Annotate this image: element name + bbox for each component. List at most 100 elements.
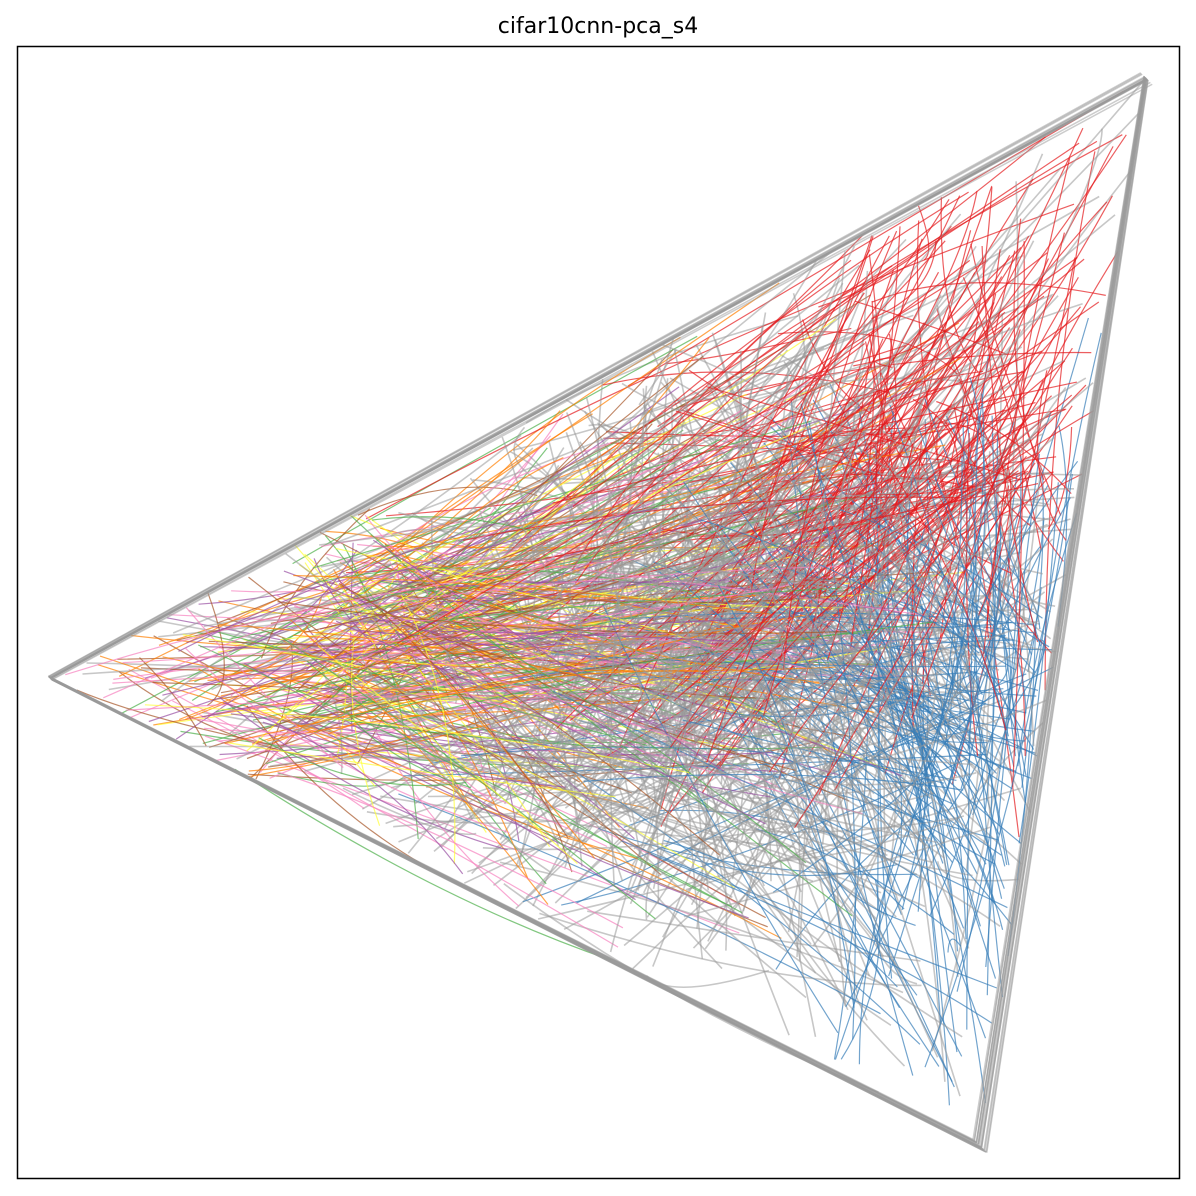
trajectory-line (513, 426, 541, 483)
trajectory-line (664, 461, 966, 602)
trajectory-line (529, 338, 675, 739)
trajectory-line (813, 354, 955, 567)
trajectory-line (722, 639, 778, 655)
trajectory-line (641, 385, 690, 772)
trajectory-line (509, 450, 575, 525)
trajectory-line (782, 230, 898, 671)
trajectory-line (619, 664, 684, 713)
trajectory-line (905, 201, 1108, 483)
trajectory-line (332, 282, 780, 595)
trajectory-line (656, 522, 683, 775)
trajectory-line (965, 432, 979, 757)
trajectory-line (479, 512, 624, 882)
trajectory-line (400, 621, 758, 699)
trajectory-line (186, 507, 658, 644)
trajectory-edge-line (51, 83, 1153, 681)
trajectory-line (657, 452, 939, 1058)
trajectory-line (352, 629, 618, 640)
trajectory-line (827, 300, 875, 661)
trajectory-line (981, 245, 1039, 643)
trajectory-line (1012, 241, 1025, 787)
trajectory-line (595, 551, 708, 652)
trajectory-edge-line (980, 78, 1148, 1148)
trajectory-edge-line (975, 76, 1146, 1143)
trajectory-line (309, 580, 619, 689)
trajectory-line (686, 600, 861, 809)
trajectory-line (871, 240, 937, 320)
trajectory-line (785, 382, 1094, 692)
trajectory-line (651, 723, 973, 766)
trajectory-line (917, 205, 930, 261)
trajectory-line (403, 601, 807, 999)
trajectory-line (246, 700, 826, 750)
trajectory-line (947, 393, 985, 706)
trajectory-line (535, 359, 663, 634)
trajectory-line (246, 477, 659, 644)
trajectory-line (281, 640, 939, 844)
trajectory-line (415, 630, 733, 642)
trajectory-line (706, 386, 1020, 481)
trajectory-line (973, 617, 1004, 998)
trajectory-line (686, 466, 969, 691)
trajectory-line (292, 419, 722, 663)
trajectory-line (683, 826, 992, 918)
trajectory-line (588, 329, 1003, 755)
trajectory-line (749, 772, 977, 800)
trajectory-line (775, 814, 902, 971)
trajectory-edge-line (49, 677, 982, 1148)
trajectory-line (499, 861, 904, 994)
trajectory-line (735, 504, 965, 929)
trajectory-line (977, 546, 1041, 666)
trajectory-line (432, 580, 811, 767)
trajectory-line (565, 412, 621, 687)
trajectory-line (949, 187, 993, 466)
trajectory-line (297, 623, 792, 733)
trajectory-line (885, 523, 1048, 599)
trajectory-edge-line (984, 79, 1149, 1151)
trajectory-line (729, 487, 1075, 565)
trajectory-line (539, 795, 588, 843)
trajectory-line (443, 616, 807, 864)
trajectory-line (1027, 473, 1044, 673)
trajectory-line (335, 620, 766, 825)
trajectory-line (544, 474, 712, 644)
trajectory-line (184, 647, 510, 834)
trajectory-line (600, 425, 908, 827)
trajectory-line (400, 594, 456, 865)
trajectory-line (639, 333, 817, 748)
trajectory-line (931, 465, 1042, 1052)
trajectory-line (897, 503, 1010, 866)
trajectory-edge-line (985, 79, 1149, 1153)
trajectory-line (670, 507, 878, 748)
trajectory-line (657, 620, 779, 649)
trajectory-line (576, 620, 1040, 824)
trajectory-line (748, 472, 801, 957)
trajectory-line (218, 624, 602, 682)
trajectory-line (644, 569, 678, 612)
trajectory-line (277, 771, 624, 929)
trajectory-line (614, 542, 841, 586)
trajectory-line (779, 627, 910, 790)
trajectory-line (366, 518, 918, 783)
trajectory-line (223, 701, 464, 875)
trajectory-line (682, 640, 1017, 773)
trajectory-line (248, 692, 529, 772)
trajectory-line (390, 528, 519, 548)
trajectory-line (984, 497, 996, 813)
trajectory-line (767, 639, 998, 774)
trajectory-line (744, 153, 1044, 764)
trajectory-line (888, 317, 1089, 977)
trajectory-line (883, 485, 912, 860)
trajectory-line (372, 539, 725, 772)
trajectory-layer (47, 72, 1153, 1153)
trajectory-line (973, 533, 1041, 630)
trajectory-line (162, 619, 727, 696)
trajectory-line (420, 516, 694, 542)
trajectory-line (345, 710, 471, 789)
trajectory-line (957, 432, 1040, 618)
trajectory-line (539, 912, 922, 987)
trajectory-line (944, 657, 954, 744)
trajectory-line (866, 293, 997, 641)
trajectory-line (1002, 459, 1035, 747)
trajectory-line (244, 662, 636, 901)
